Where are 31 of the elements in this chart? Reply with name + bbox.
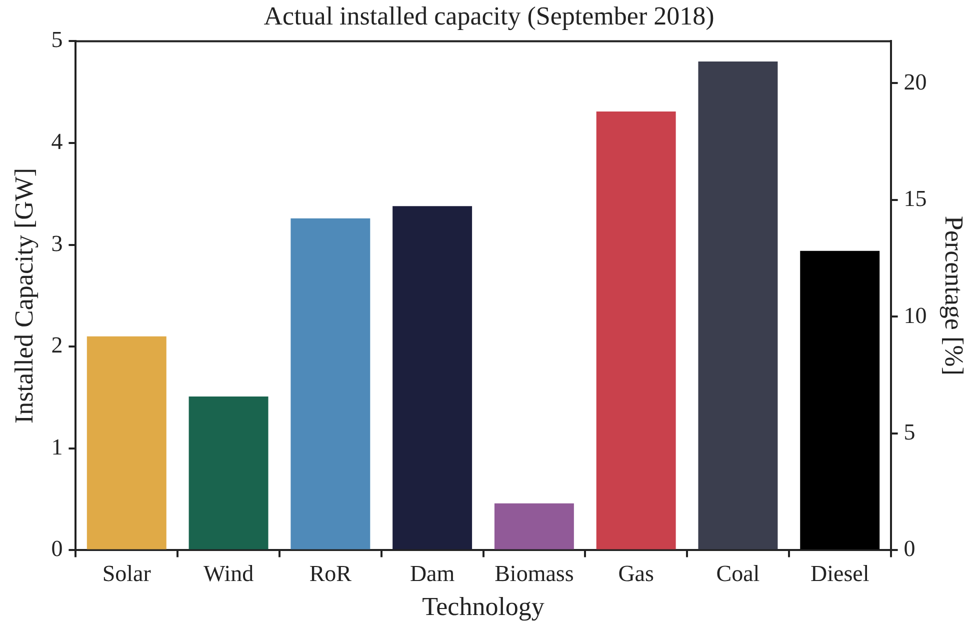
- x-tick-label: Biomass: [494, 561, 574, 586]
- y-axis-title: Installed Capacity [GW]: [9, 168, 38, 424]
- bar: [188, 396, 268, 550]
- bar: [290, 218, 370, 550]
- bar: [698, 62, 778, 550]
- y2-tick-label: 10: [904, 302, 927, 328]
- chart-title: Actual installed capacity (September 2018): [264, 1, 714, 30]
- x-tick-label: Dam: [410, 561, 455, 586]
- y2-tick-label: 5: [904, 420, 916, 445]
- bar: [596, 111, 676, 550]
- x-axis-title: Technology: [422, 592, 544, 622]
- y2-tick-label: 0: [904, 536, 916, 562]
- x-tick-label: Gas: [618, 561, 654, 586]
- bar: [494, 503, 574, 550]
- y-tick-label: 2: [51, 332, 63, 358]
- y-tick-label: 3: [51, 230, 63, 256]
- y2-axis-title: Percentage [%]: [940, 216, 969, 376]
- bar: [86, 336, 166, 550]
- y-tick-label: 4: [51, 129, 64, 154]
- y-tick-label: 5: [51, 27, 63, 52]
- x-tick-label: Coal: [716, 561, 760, 586]
- x-tick-label: Wind: [203, 561, 254, 586]
- x-tick-label: RoR: [309, 561, 352, 586]
- y2-tick-label: 15: [904, 186, 927, 212]
- y-tick-label: 1: [51, 434, 63, 460]
- y-tick-label: 0: [51, 536, 63, 562]
- x-tick-label: Solar: [102, 561, 152, 586]
- bar: [392, 206, 472, 550]
- y2-tick-label: 20: [904, 69, 927, 94]
- x-tick-label: Diesel: [810, 561, 870, 586]
- bar: [800, 250, 880, 550]
